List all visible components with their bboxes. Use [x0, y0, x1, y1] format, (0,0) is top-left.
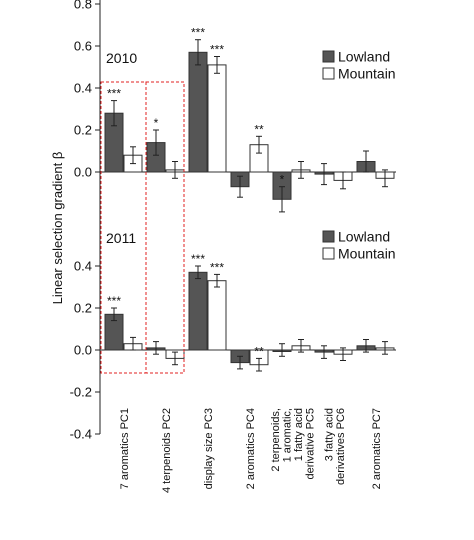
y-tick-label: 0.2: [74, 301, 92, 316]
x-tick-label: display size PC3: [203, 408, 215, 489]
x-tick-label: 2 aromatics PC7: [371, 408, 383, 489]
legend-label-lowland: Lowland: [338, 49, 390, 65]
panel-2010-title: 2010: [106, 50, 137, 66]
x-tick-label: derivative PC5: [304, 408, 316, 480]
bar-2011-mountain: [207, 280, 227, 351]
significance-label: ***: [191, 26, 205, 40]
legend-swatch-mountain: [322, 67, 335, 80]
y-tick-label: 0.0: [74, 165, 92, 180]
legend-swatch-mountain: [322, 247, 335, 260]
legend-label-lowland: Lowland: [338, 229, 390, 245]
legend-swatch-lowland: [322, 50, 335, 63]
y-tick-label: 0.2: [74, 123, 92, 138]
x-tick-label: 3 fatty acid: [323, 408, 335, 461]
y-tick-label: 0.0: [74, 343, 92, 358]
significance-label: *: [154, 116, 159, 130]
bar-2010-mountain: [207, 64, 227, 173]
bar-2010-lowland: [188, 51, 208, 173]
significance-label: *: [280, 173, 285, 187]
x-tick-label: derivatives PC6: [335, 408, 347, 485]
significance-label: ***: [107, 294, 121, 308]
legend-swatch-lowland: [322, 230, 335, 243]
y-tick-label: -0.4: [70, 427, 92, 442]
bar-2011-lowland: [188, 271, 208, 351]
y-axis-label: Linear selection gradient β: [50, 152, 65, 305]
y-tick-label: 0.4: [74, 81, 92, 96]
y-tick-label: -0.2: [70, 385, 92, 400]
x-tick-label: 7 aromatics PC1: [119, 408, 131, 489]
x-tick-label: 1 aromatic,: [281, 408, 293, 462]
significance-label: **: [254, 344, 264, 358]
highlight-box-pc2: [145, 81, 185, 374]
x-tick-label: 2 terpenoids,: [270, 408, 282, 472]
x-tick-label: 4 terpenoids PC2: [161, 408, 173, 493]
significance-label: **: [254, 122, 264, 136]
legend-label-mountain: Mountain: [338, 66, 396, 82]
significance-label: ***: [210, 43, 224, 57]
x-tick-label: 2 aromatics PC4: [245, 408, 257, 489]
y-tick-label: 0.4: [74, 259, 92, 274]
significance-label: ***: [107, 87, 121, 101]
significance-label: ***: [191, 252, 205, 266]
y-tick-label: 0.6: [74, 39, 92, 54]
panel-2011-title: 2011: [106, 230, 136, 246]
legend-label-mountain: Mountain: [338, 246, 396, 262]
x-tick-label: 1 fatty acid: [293, 408, 305, 461]
significance-label: ***: [210, 260, 224, 274]
y-tick-label: 0.8: [74, 0, 92, 12]
